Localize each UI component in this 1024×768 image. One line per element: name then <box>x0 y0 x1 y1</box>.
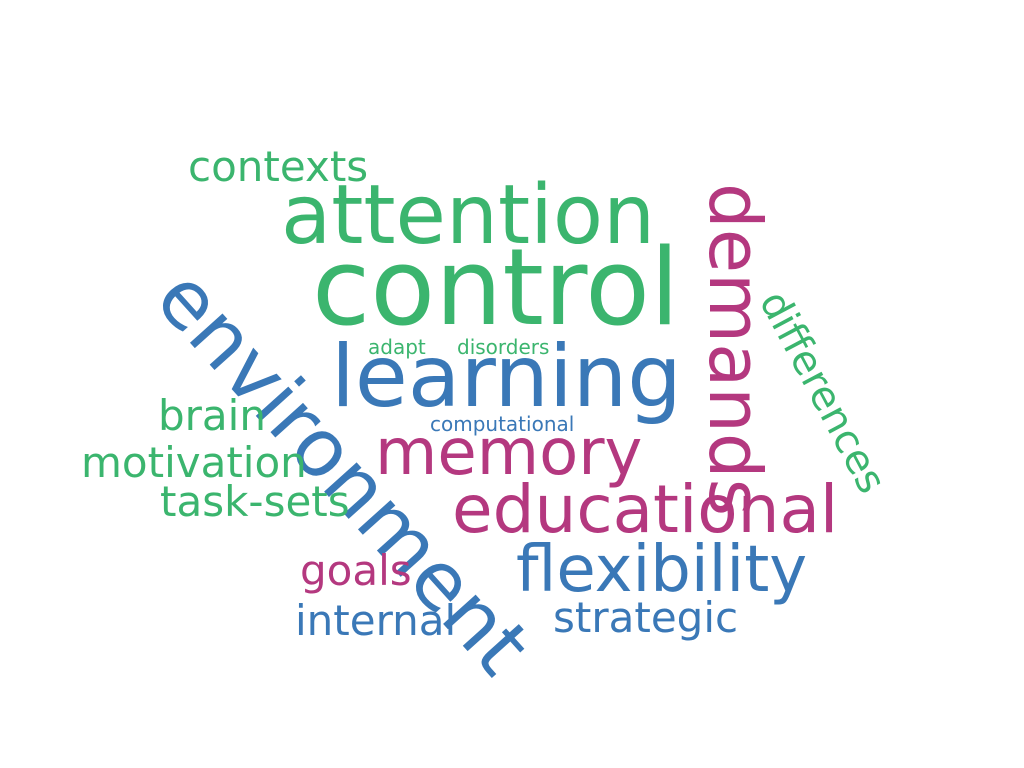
word-flexibility: flexibility <box>516 533 808 607</box>
word-attention: attention <box>281 168 656 263</box>
word-goals: goals <box>300 546 412 595</box>
word-contexts: contexts <box>188 142 369 191</box>
word-brain: brain <box>158 391 266 440</box>
word-adapt: adapt <box>368 335 426 359</box>
word-control: control <box>312 226 680 349</box>
word-strategic: strategic <box>553 593 739 642</box>
word-learning: learning <box>331 327 682 427</box>
word-task-sets: task-sets <box>160 477 350 526</box>
word-internal: internal <box>295 596 457 645</box>
word-educational: educational <box>452 471 839 548</box>
word-demands: demands <box>693 183 777 517</box>
word-computational: computational <box>430 412 575 436</box>
word-motivation: motivation <box>81 438 307 487</box>
word-memory: memory <box>375 416 643 490</box>
word-disorders: disorders <box>457 335 550 359</box>
